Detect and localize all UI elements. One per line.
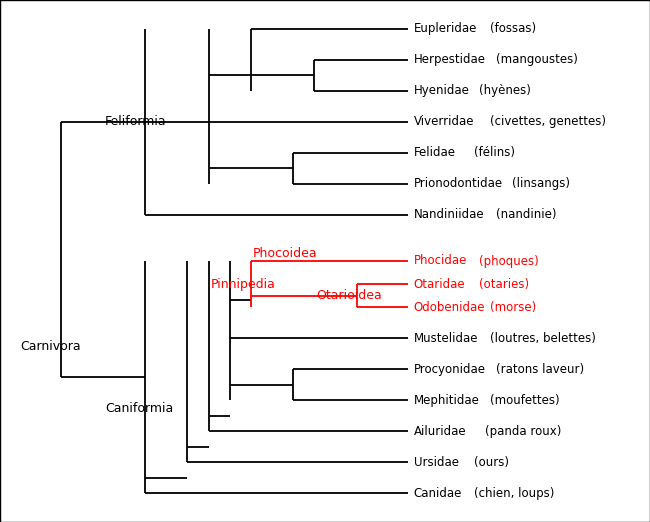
Text: Ailuridae: Ailuridae — [414, 425, 467, 438]
Text: Canidae: Canidae — [414, 487, 462, 500]
Text: Feliformia: Feliformia — [105, 115, 166, 128]
Text: (mangoustes): (mangoustes) — [495, 53, 577, 66]
Text: (loutres, belettes): (loutres, belettes) — [490, 332, 596, 345]
Text: Ursidae: Ursidae — [414, 456, 459, 469]
Text: Hyenidae: Hyenidae — [414, 84, 470, 97]
Text: Nandiniidae: Nandiniidae — [414, 208, 484, 221]
Text: (félins): (félins) — [473, 146, 515, 159]
Text: Prionodontidae: Prionodontidae — [414, 177, 503, 190]
Text: Herpestidae: Herpestidae — [414, 53, 486, 66]
Text: (phoques): (phoques) — [479, 255, 539, 267]
Text: (linsangs): (linsangs) — [512, 177, 570, 190]
Text: Otaridae: Otaridae — [414, 278, 465, 291]
Text: Felidae: Felidae — [414, 146, 456, 159]
Text: (fossas): (fossas) — [490, 22, 536, 35]
Text: Procyonidae: Procyonidae — [414, 363, 486, 376]
Text: (otaries): (otaries) — [479, 278, 529, 291]
Text: Viverridae: Viverridae — [414, 115, 474, 128]
Text: Eupleridae: Eupleridae — [414, 22, 477, 35]
Text: (ratons laveur): (ratons laveur) — [495, 363, 584, 376]
Text: Pinnipedia: Pinnipedia — [211, 278, 276, 291]
Text: Phocidae: Phocidae — [414, 255, 467, 267]
Text: (nandinie): (nandinie) — [495, 208, 556, 221]
Text: (chien, loups): (chien, loups) — [473, 487, 554, 500]
Text: Carnivora: Carnivora — [20, 340, 81, 353]
Text: Caniformia: Caniformia — [105, 401, 174, 414]
Text: (morse): (morse) — [490, 301, 536, 314]
Text: (hyènes): (hyènes) — [479, 84, 531, 97]
Text: Otarioidea: Otarioidea — [317, 289, 382, 302]
Text: Odobenidae: Odobenidae — [414, 301, 486, 314]
Text: (moufettes): (moufettes) — [490, 394, 560, 407]
Text: (civettes, genettes): (civettes, genettes) — [490, 115, 606, 128]
Text: Mephitidae: Mephitidae — [414, 394, 480, 407]
Text: (panda roux): (panda roux) — [484, 425, 561, 438]
Text: Mustelidae: Mustelidae — [414, 332, 478, 345]
Text: Phocoidea: Phocoidea — [253, 247, 318, 260]
Text: (ours): (ours) — [473, 456, 508, 469]
